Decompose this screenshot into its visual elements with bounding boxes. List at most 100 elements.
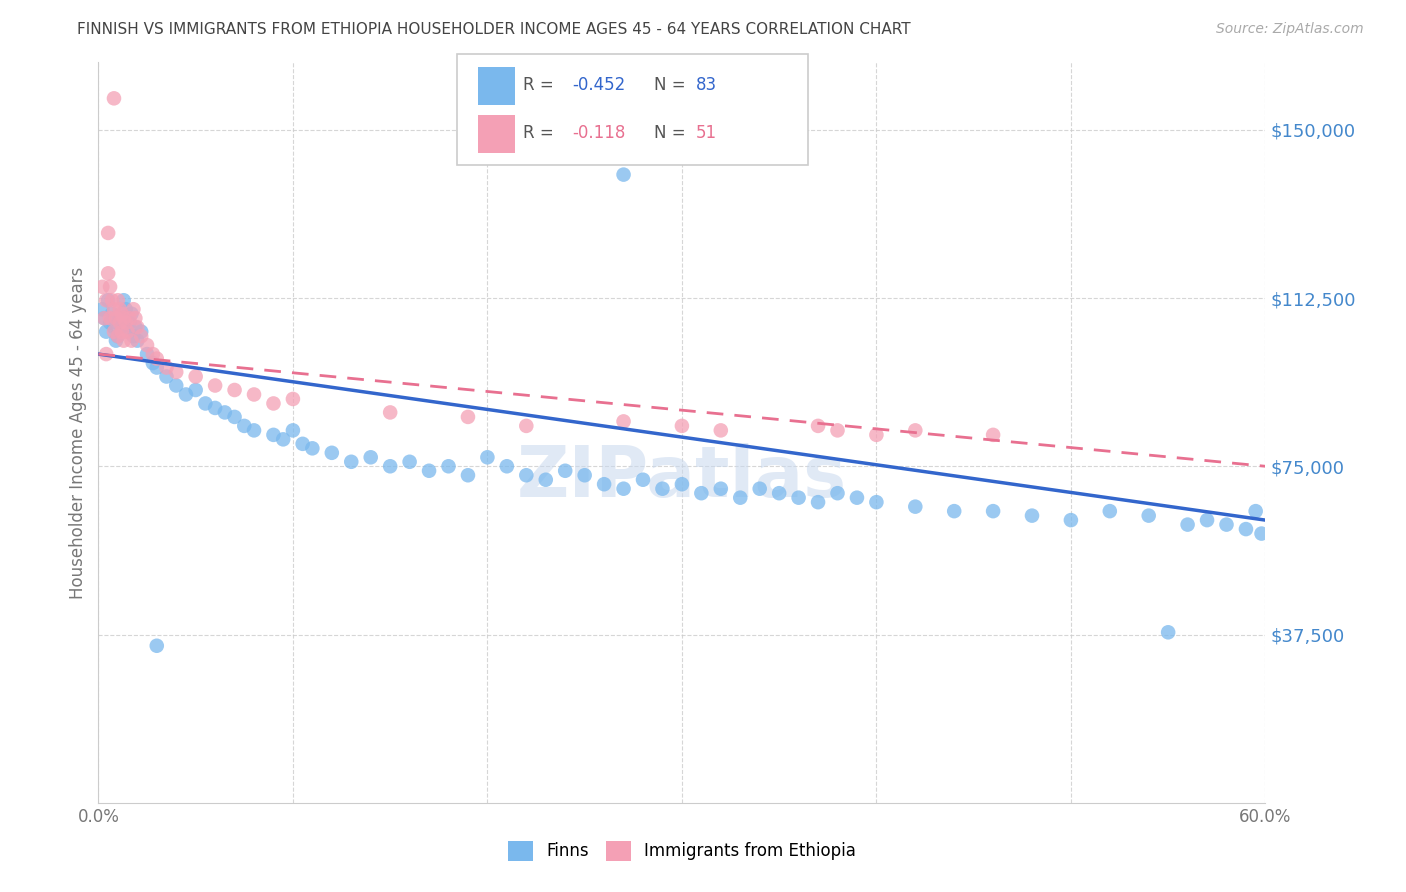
Point: [103, 320, 125, 334]
Point: [146, 639, 169, 653]
Point: [97, 266, 120, 280]
Point: [184, 369, 207, 384]
Point: [281, 423, 304, 437]
Point: [1250, 526, 1272, 541]
Point: [671, 418, 693, 433]
Point: [1060, 513, 1083, 527]
Point: [155, 360, 177, 375]
Point: [146, 351, 169, 366]
Point: [204, 401, 226, 415]
Point: [101, 293, 124, 308]
Point: [108, 316, 131, 330]
Point: [98, 311, 121, 326]
Point: [631, 473, 654, 487]
Point: [155, 369, 177, 384]
Point: [107, 329, 129, 343]
Point: [574, 468, 596, 483]
Point: [121, 307, 143, 321]
Point: [301, 442, 323, 456]
Point: [904, 423, 927, 437]
Point: [129, 329, 152, 343]
Point: [943, 504, 966, 518]
Point: [613, 482, 636, 496]
Point: [904, 500, 927, 514]
Point: [457, 468, 479, 483]
Text: 51: 51: [696, 124, 717, 142]
Point: [981, 504, 1004, 518]
Point: [111, 320, 134, 334]
Point: [981, 428, 1004, 442]
Point: [107, 293, 129, 308]
Text: FINNISH VS IMMIGRANTS FROM ETHIOPIA HOUSEHOLDER INCOME AGES 45 - 64 YEARS CORREL: FINNISH VS IMMIGRANTS FROM ETHIOPIA HOUS…: [77, 22, 911, 37]
Point: [165, 378, 187, 392]
Point: [104, 334, 127, 348]
Point: [613, 168, 636, 182]
Point: [103, 302, 125, 317]
Point: [165, 365, 187, 379]
Point: [1215, 517, 1237, 532]
Text: 83: 83: [696, 76, 717, 94]
Point: [91, 302, 114, 317]
Point: [846, 491, 869, 505]
Point: [111, 307, 134, 321]
Point: [124, 311, 146, 326]
Text: ZIPatlas: ZIPatlas: [517, 442, 846, 511]
Point: [117, 325, 139, 339]
Point: [1021, 508, 1043, 523]
Point: [651, 482, 673, 496]
Point: [613, 414, 636, 428]
Point: [710, 482, 733, 496]
Point: [118, 316, 141, 330]
Point: [730, 491, 752, 505]
Point: [418, 464, 440, 478]
Point: [690, 486, 713, 500]
Point: [748, 482, 770, 496]
Point: [136, 338, 159, 352]
Point: [174, 387, 197, 401]
Point: [108, 302, 131, 317]
Point: [593, 477, 616, 491]
Point: [271, 433, 294, 447]
Point: [554, 464, 576, 478]
Point: [1137, 508, 1160, 523]
Point: [262, 396, 284, 410]
Point: [477, 450, 499, 465]
Point: [214, 405, 236, 419]
Point: [360, 450, 382, 465]
Point: [224, 383, 246, 397]
Point: [136, 347, 159, 361]
Point: [457, 409, 479, 424]
Point: [124, 320, 146, 334]
Point: [112, 311, 135, 326]
Point: [1234, 522, 1257, 536]
Point: [1177, 517, 1199, 532]
Point: [671, 477, 693, 491]
Point: [142, 347, 165, 361]
Point: [114, 302, 136, 317]
Point: [93, 311, 115, 326]
Point: [865, 428, 887, 442]
Point: [194, 396, 217, 410]
Point: [787, 491, 810, 505]
Point: [184, 383, 207, 397]
Point: [1244, 504, 1267, 518]
Y-axis label: Householder Income Ages 45 - 64 years: Householder Income Ages 45 - 64 years: [69, 267, 87, 599]
Text: Source: ZipAtlas.com: Source: ZipAtlas.com: [1216, 22, 1364, 37]
Point: [97, 293, 120, 308]
Point: [243, 387, 266, 401]
Point: [108, 311, 131, 326]
Point: [93, 311, 115, 326]
Point: [91, 280, 114, 294]
Text: R =: R =: [523, 124, 560, 142]
Point: [281, 392, 304, 406]
Point: [98, 280, 121, 294]
Point: [515, 418, 537, 433]
Point: [127, 334, 149, 348]
Point: [807, 418, 830, 433]
Point: [112, 334, 135, 348]
Point: [233, 418, 256, 433]
Point: [398, 455, 420, 469]
Point: [96, 293, 118, 308]
Legend: Finns, Immigrants from Ethiopia: Finns, Immigrants from Ethiopia: [508, 841, 856, 861]
Point: [340, 455, 363, 469]
